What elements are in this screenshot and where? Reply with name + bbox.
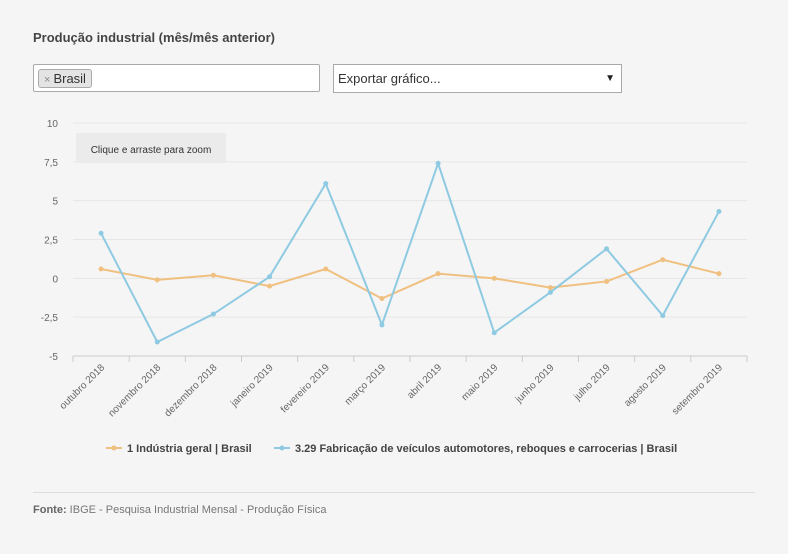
series-2-point [98, 230, 104, 236]
x-tick-label: novembro 2018 [106, 362, 163, 419]
remove-tag-icon[interactable]: × [44, 74, 51, 86]
x-tick-label: fevereiro 2019 [279, 362, 332, 415]
series-2-point [716, 209, 722, 215]
series-2-point [547, 289, 553, 295]
x-tick-label: março 2019 [343, 362, 388, 407]
y-tick-label: -2,5 [41, 313, 59, 324]
series-1-point [604, 278, 610, 284]
x-tick-label: julho 2019 [572, 362, 613, 403]
series-1-point [716, 271, 722, 277]
export-chart-select[interactable]: Exportar gráfico... ▼ [333, 64, 622, 93]
region-tag[interactable]: × Brasil [38, 69, 92, 88]
series-2-point [323, 181, 329, 187]
source-label: Fonte: [33, 504, 67, 516]
zoom-hint-box [76, 133, 226, 163]
series-2-point [660, 313, 666, 319]
series-line-2 [100, 160, 720, 344]
region-select[interactable]: × Brasil [33, 64, 320, 92]
region-tag-label: Brasil [53, 71, 86, 86]
series-1-point [210, 272, 216, 278]
series-1-point [379, 296, 385, 302]
y-tick-label: 10 [47, 119, 59, 130]
chevron-down-icon: ▼ [605, 73, 615, 84]
y-tick-label: -5 [49, 352, 58, 363]
series-1-point [435, 271, 441, 277]
series-1-point [491, 275, 497, 281]
legend-marker [111, 445, 117, 451]
series-2-point [491, 330, 497, 336]
series-2-point [604, 246, 610, 252]
series-line-1 [100, 258, 720, 300]
x-tick-label: maio 2019 [460, 362, 501, 403]
y-tick-label: 7,5 [44, 158, 58, 169]
divider [33, 492, 755, 493]
y-tick-label: 5 [52, 197, 58, 208]
series-2-point [154, 339, 160, 345]
series-2-point [435, 160, 441, 166]
zoom-hint-text: Clique e arraste para zoom [91, 145, 212, 156]
x-tick-label: agosto 2019 [622, 362, 669, 409]
legend-marker [279, 445, 285, 451]
x-tick-label: dezembro 2018 [163, 362, 220, 419]
series-1-point [267, 283, 273, 289]
x-tick-label: janeiro 2019 [228, 362, 276, 410]
series-1-point [323, 266, 329, 272]
series-2-point [267, 274, 273, 280]
chart-title: Produção industrial (mês/mês anterior) [33, 30, 276, 45]
series-1-point [660, 257, 666, 263]
x-tick-label: outubro 2018 [58, 362, 108, 412]
y-tick-label: 0 [52, 274, 58, 285]
x-tick-label: junho 2019 [513, 362, 557, 406]
series-2-point [379, 322, 385, 328]
source-note: Fonte: IBGE - Pesquisa Industrial Mensal… [33, 504, 326, 516]
export-chart-label: Exportar gráfico... [338, 71, 441, 86]
legend-label-1: 1 Indústria geral | Brasil [127, 443, 252, 455]
x-tick-label: abril 2019 [405, 362, 444, 401]
x-tick-label: setembro 2019 [670, 362, 725, 417]
series-1-point [547, 285, 553, 291]
series-2-point [210, 311, 216, 317]
series-1-point [154, 277, 160, 283]
series-1-point [98, 266, 104, 272]
source-text: IBGE - Pesquisa Industrial Mensal - Prod… [69, 504, 327, 516]
y-tick-label: 2,5 [44, 236, 58, 247]
legend-label-2: 3.29 Fabricação de veículos automotores,… [295, 443, 677, 455]
